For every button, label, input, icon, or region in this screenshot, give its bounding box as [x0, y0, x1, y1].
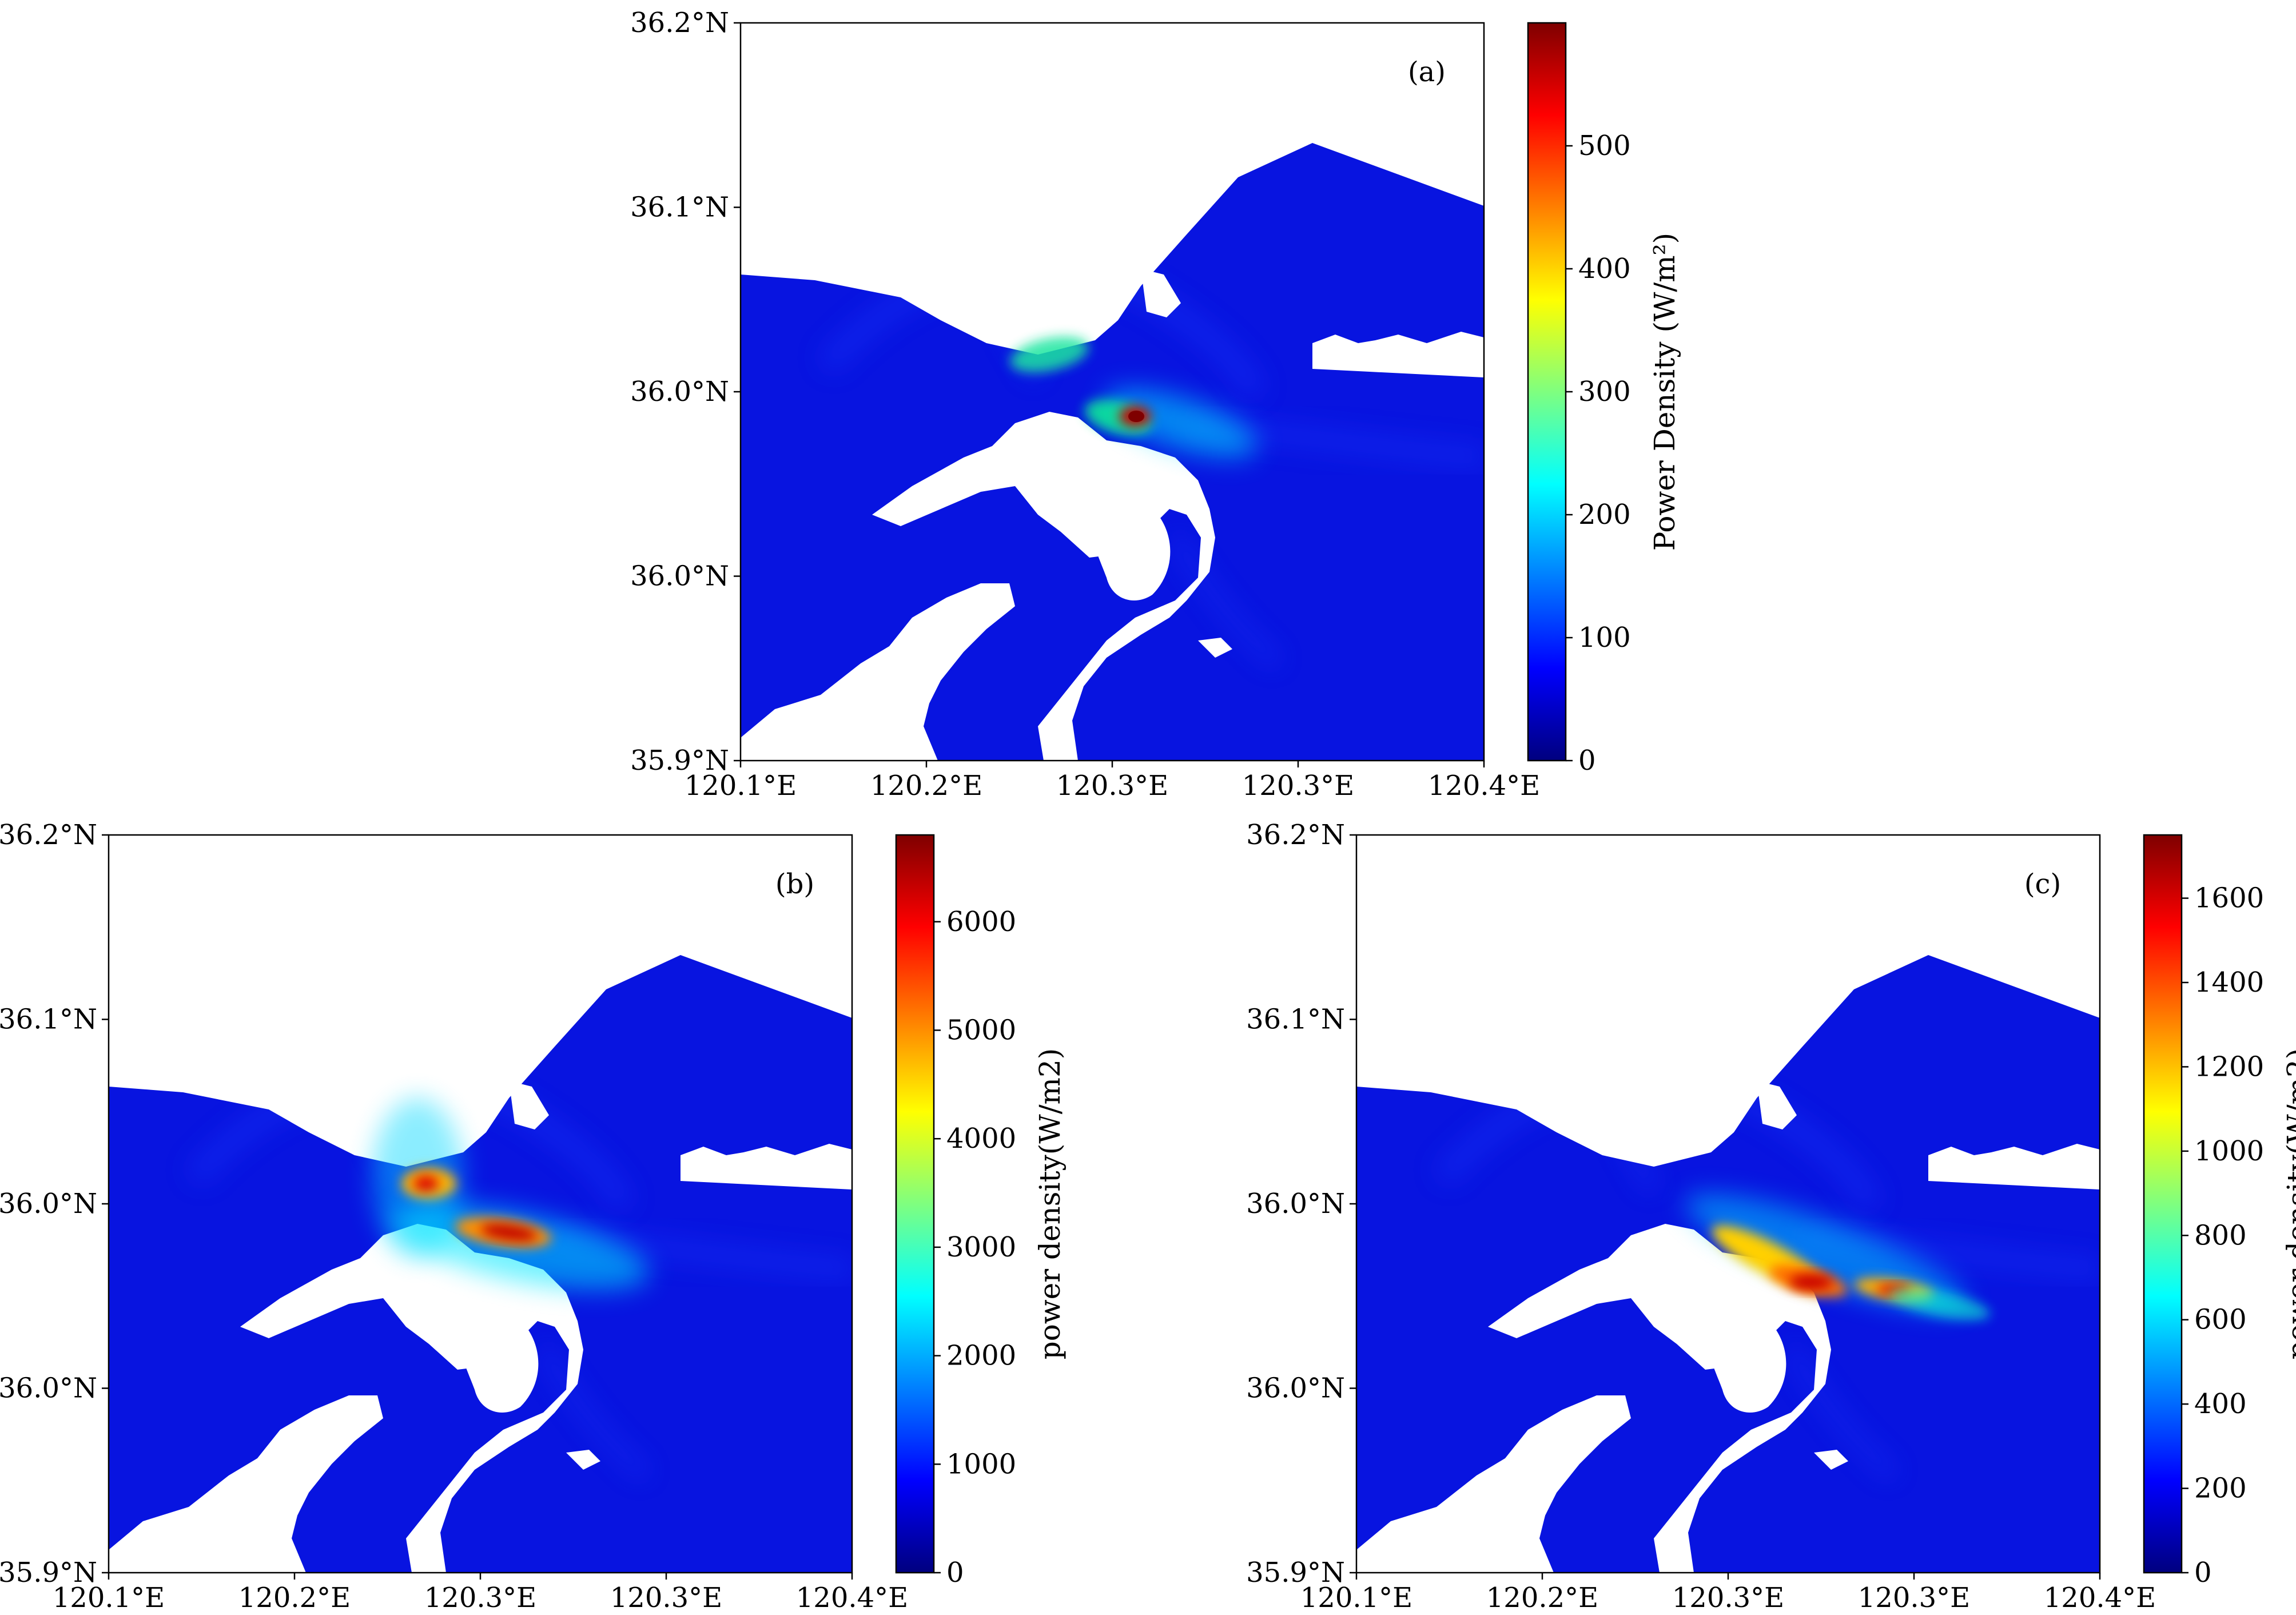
panel-letter-c: (c) [2024, 868, 2061, 900]
y-tick-label: 36.0°N [0, 1188, 97, 1220]
x-tick-label: 120.2°E [1486, 1582, 1598, 1614]
x-tick-label: 120.4°E [2044, 1582, 2156, 1614]
y-tick-label: 36.2°N [1246, 819, 1345, 851]
y-tick-label: 36.0°N [1246, 1373, 1345, 1405]
x-tick-label: 120.1°E [53, 1582, 165, 1614]
colorbar-gradient [2144, 835, 2182, 1573]
panel-letter-a: (a) [1408, 56, 1446, 88]
panel-letter-b: (b) [775, 868, 814, 900]
x-tick-label: 120.2°E [870, 770, 982, 802]
x-tick-label: 120.3°E [610, 1582, 722, 1614]
colorbar-tick-label: 400 [1578, 253, 1631, 285]
colorbar-tick-label: 4000 [946, 1123, 1016, 1155]
colorbar-frame [895, 834, 935, 1574]
y-tick-label: 36.0°N [630, 376, 729, 408]
y-tick-label: 35.9°N [630, 745, 729, 777]
colorbar-tick-label: 3000 [946, 1231, 1016, 1263]
y-tick-label: 36.0°N [630, 560, 729, 592]
x-tick-label: 120.1°E [685, 770, 797, 802]
y-tick-label: 36.1°N [0, 1004, 97, 1036]
x-tick-label: 120.3°E [424, 1582, 536, 1614]
colorbar-tick-label: 200 [1578, 499, 1631, 531]
colorbar-tick-label: 1200 [2194, 1051, 2264, 1083]
y-tick-label: 36.2°N [0, 819, 97, 851]
map-a [741, 23, 1484, 761]
colorbar-tick-label: 1400 [2194, 966, 2264, 999]
x-tick-label: 120.3°E [1056, 770, 1168, 802]
x-tick-label: 120.3°E [1858, 1582, 1970, 1614]
colorbar-tick-label: 400 [2194, 1388, 2247, 1420]
x-tick-label: 120.3°E [1242, 770, 1354, 802]
colorbar-tick-label: 1600 [2194, 882, 2264, 914]
colorbar-label: Power Density (W/m²) [1648, 233, 1681, 551]
colorbar-tick-label: 1000 [946, 1448, 1016, 1480]
map-c [1356, 835, 2100, 1573]
x-tick-label: 120.4°E [1428, 770, 1540, 802]
colorbar-gradient [1528, 23, 1566, 761]
y-tick-label: 35.9°N [1246, 1557, 1345, 1589]
colorbar-tick-label: 0 [1578, 745, 1596, 777]
y-tick-label: 36.1°N [1246, 1004, 1345, 1036]
colorbar-tick-label: 100 [1578, 622, 1631, 654]
colorbar-tick-label: 800 [2194, 1219, 2247, 1251]
y-tick-label: 36.1°N [630, 192, 729, 224]
y-tick-label: 36.2°N [630, 7, 729, 39]
panel-b: (b) 120.1°E 120.2°E 120.3°E 120.3°E 120.4°E 3… [0, 819, 1067, 1614]
colorbar-label: power density(W/m2) [2281, 1048, 2296, 1360]
colorbar-tick-label: 500 [1578, 130, 1631, 162]
colorbar-tick-label: 6000 [946, 906, 1016, 938]
colorbar-tick-label: 1000 [2194, 1135, 2264, 1167]
colorbar-gradient [896, 835, 934, 1573]
panel-a: (a) 120.1°E 120.2°E 120.3°E 120.3°E 120.4°E 3… [630, 7, 1681, 802]
x-tick-label: 120.4°E [796, 1582, 908, 1614]
colorbar-tick-label: 0 [2194, 1557, 2212, 1589]
x-tick-label: 120.3°E [1672, 1582, 1784, 1614]
x-tick-label: 120.2°E [238, 1582, 351, 1614]
y-tick-label: 36.0°N [0, 1373, 97, 1405]
colorbar-frame [2143, 834, 2183, 1574]
y-tick-label: 35.9°N [0, 1557, 97, 1589]
panel-c: (c) 120.1°E 120.2°E 120.3°E 120.3°E 120.4°E 3… [1246, 819, 2296, 1614]
colorbar-tick-label: 600 [2194, 1304, 2247, 1336]
colorbar-label: power density(W/m2) [1033, 1048, 1067, 1360]
x-tick-label: 120.1°E [1300, 1582, 1412, 1614]
map-b [109, 835, 852, 1573]
colorbar-tick-label: 2000 [946, 1340, 1016, 1372]
y-tick-label: 36.0°N [1246, 1188, 1345, 1220]
colorbar-tick-label: 5000 [946, 1014, 1016, 1046]
colorbar-tick-label: 0 [946, 1557, 964, 1589]
colorbar-tick-label: 300 [1578, 376, 1631, 408]
colorbar-tick-label: 200 [2194, 1473, 2247, 1505]
